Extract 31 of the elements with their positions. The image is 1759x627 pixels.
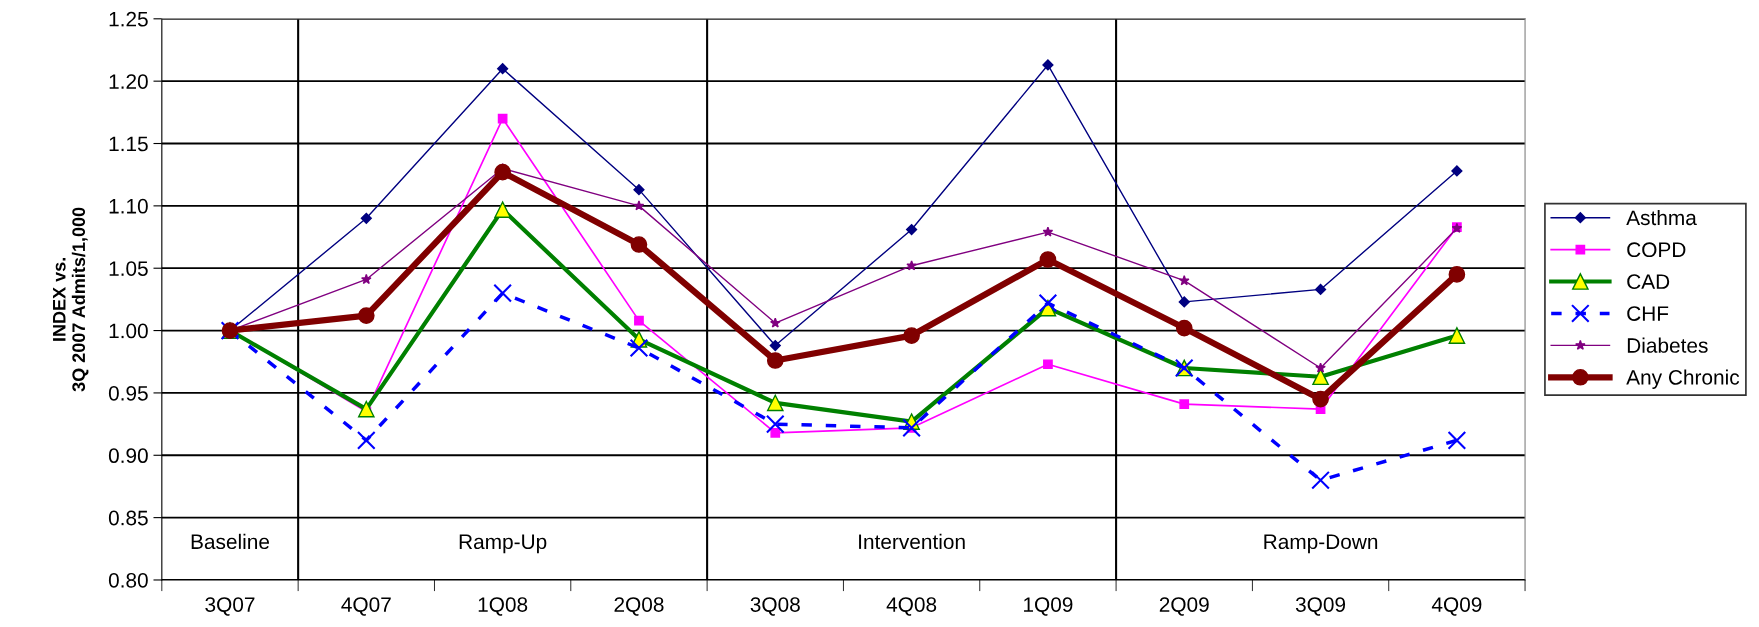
x-tick-label: 1Q09 — [1024, 597, 1073, 616]
x-tick-label: 3Q08 — [750, 597, 800, 616]
x-tick-label: 2Q09 — [1159, 597, 1209, 616]
y-tick-label: 1.15 — [109, 136, 148, 152]
y-axis-title: INDEX vs. 3Q 2007 Admits/1,000 — [53, 207, 89, 392]
legend-label: CHF — [1627, 306, 1669, 321]
x-tick-label: 3Q07 — [205, 597, 255, 616]
legend-label: Diabetes — [1627, 337, 1708, 353]
y-tick-label: 1.25 — [109, 11, 148, 27]
y-tick-label: 1.05 — [109, 261, 148, 276]
y-tick-label: 0.95 — [108, 385, 148, 401]
annotation: Baseline — [191, 533, 270, 550]
legend-label: Any Chronic — [1626, 369, 1740, 389]
x-tick-label: 4Q07 — [341, 597, 391, 616]
y-tick-label: 0.85 — [108, 510, 148, 526]
annotation: Intervention — [859, 533, 965, 550]
x-tick-label: 1Q08 — [478, 597, 528, 616]
x-tick-label: 4Q08 — [886, 597, 937, 616]
y-tick-label: 0.80 — [108, 572, 148, 588]
y-tick-label: 1.00 — [109, 323, 148, 339]
y-tick-label: 0.90 — [108, 448, 148, 464]
legend-label: Asthma — [1626, 209, 1697, 226]
legend-label: CAD — [1627, 274, 1670, 290]
legend-label: COPD — [1627, 242, 1686, 258]
x-tick-label: 4Q09 — [1431, 597, 1482, 616]
y-tick-label: 1.20 — [109, 74, 148, 89]
annotation: Ramp-Down — [1264, 534, 1378, 554]
x-tick-label: 2Q08 — [614, 597, 664, 616]
annotation: Ramp-Up — [459, 534, 547, 554]
y-tick-label: 1.10 — [109, 198, 148, 214]
x-tick-label: 3Q09 — [1295, 597, 1346, 616]
